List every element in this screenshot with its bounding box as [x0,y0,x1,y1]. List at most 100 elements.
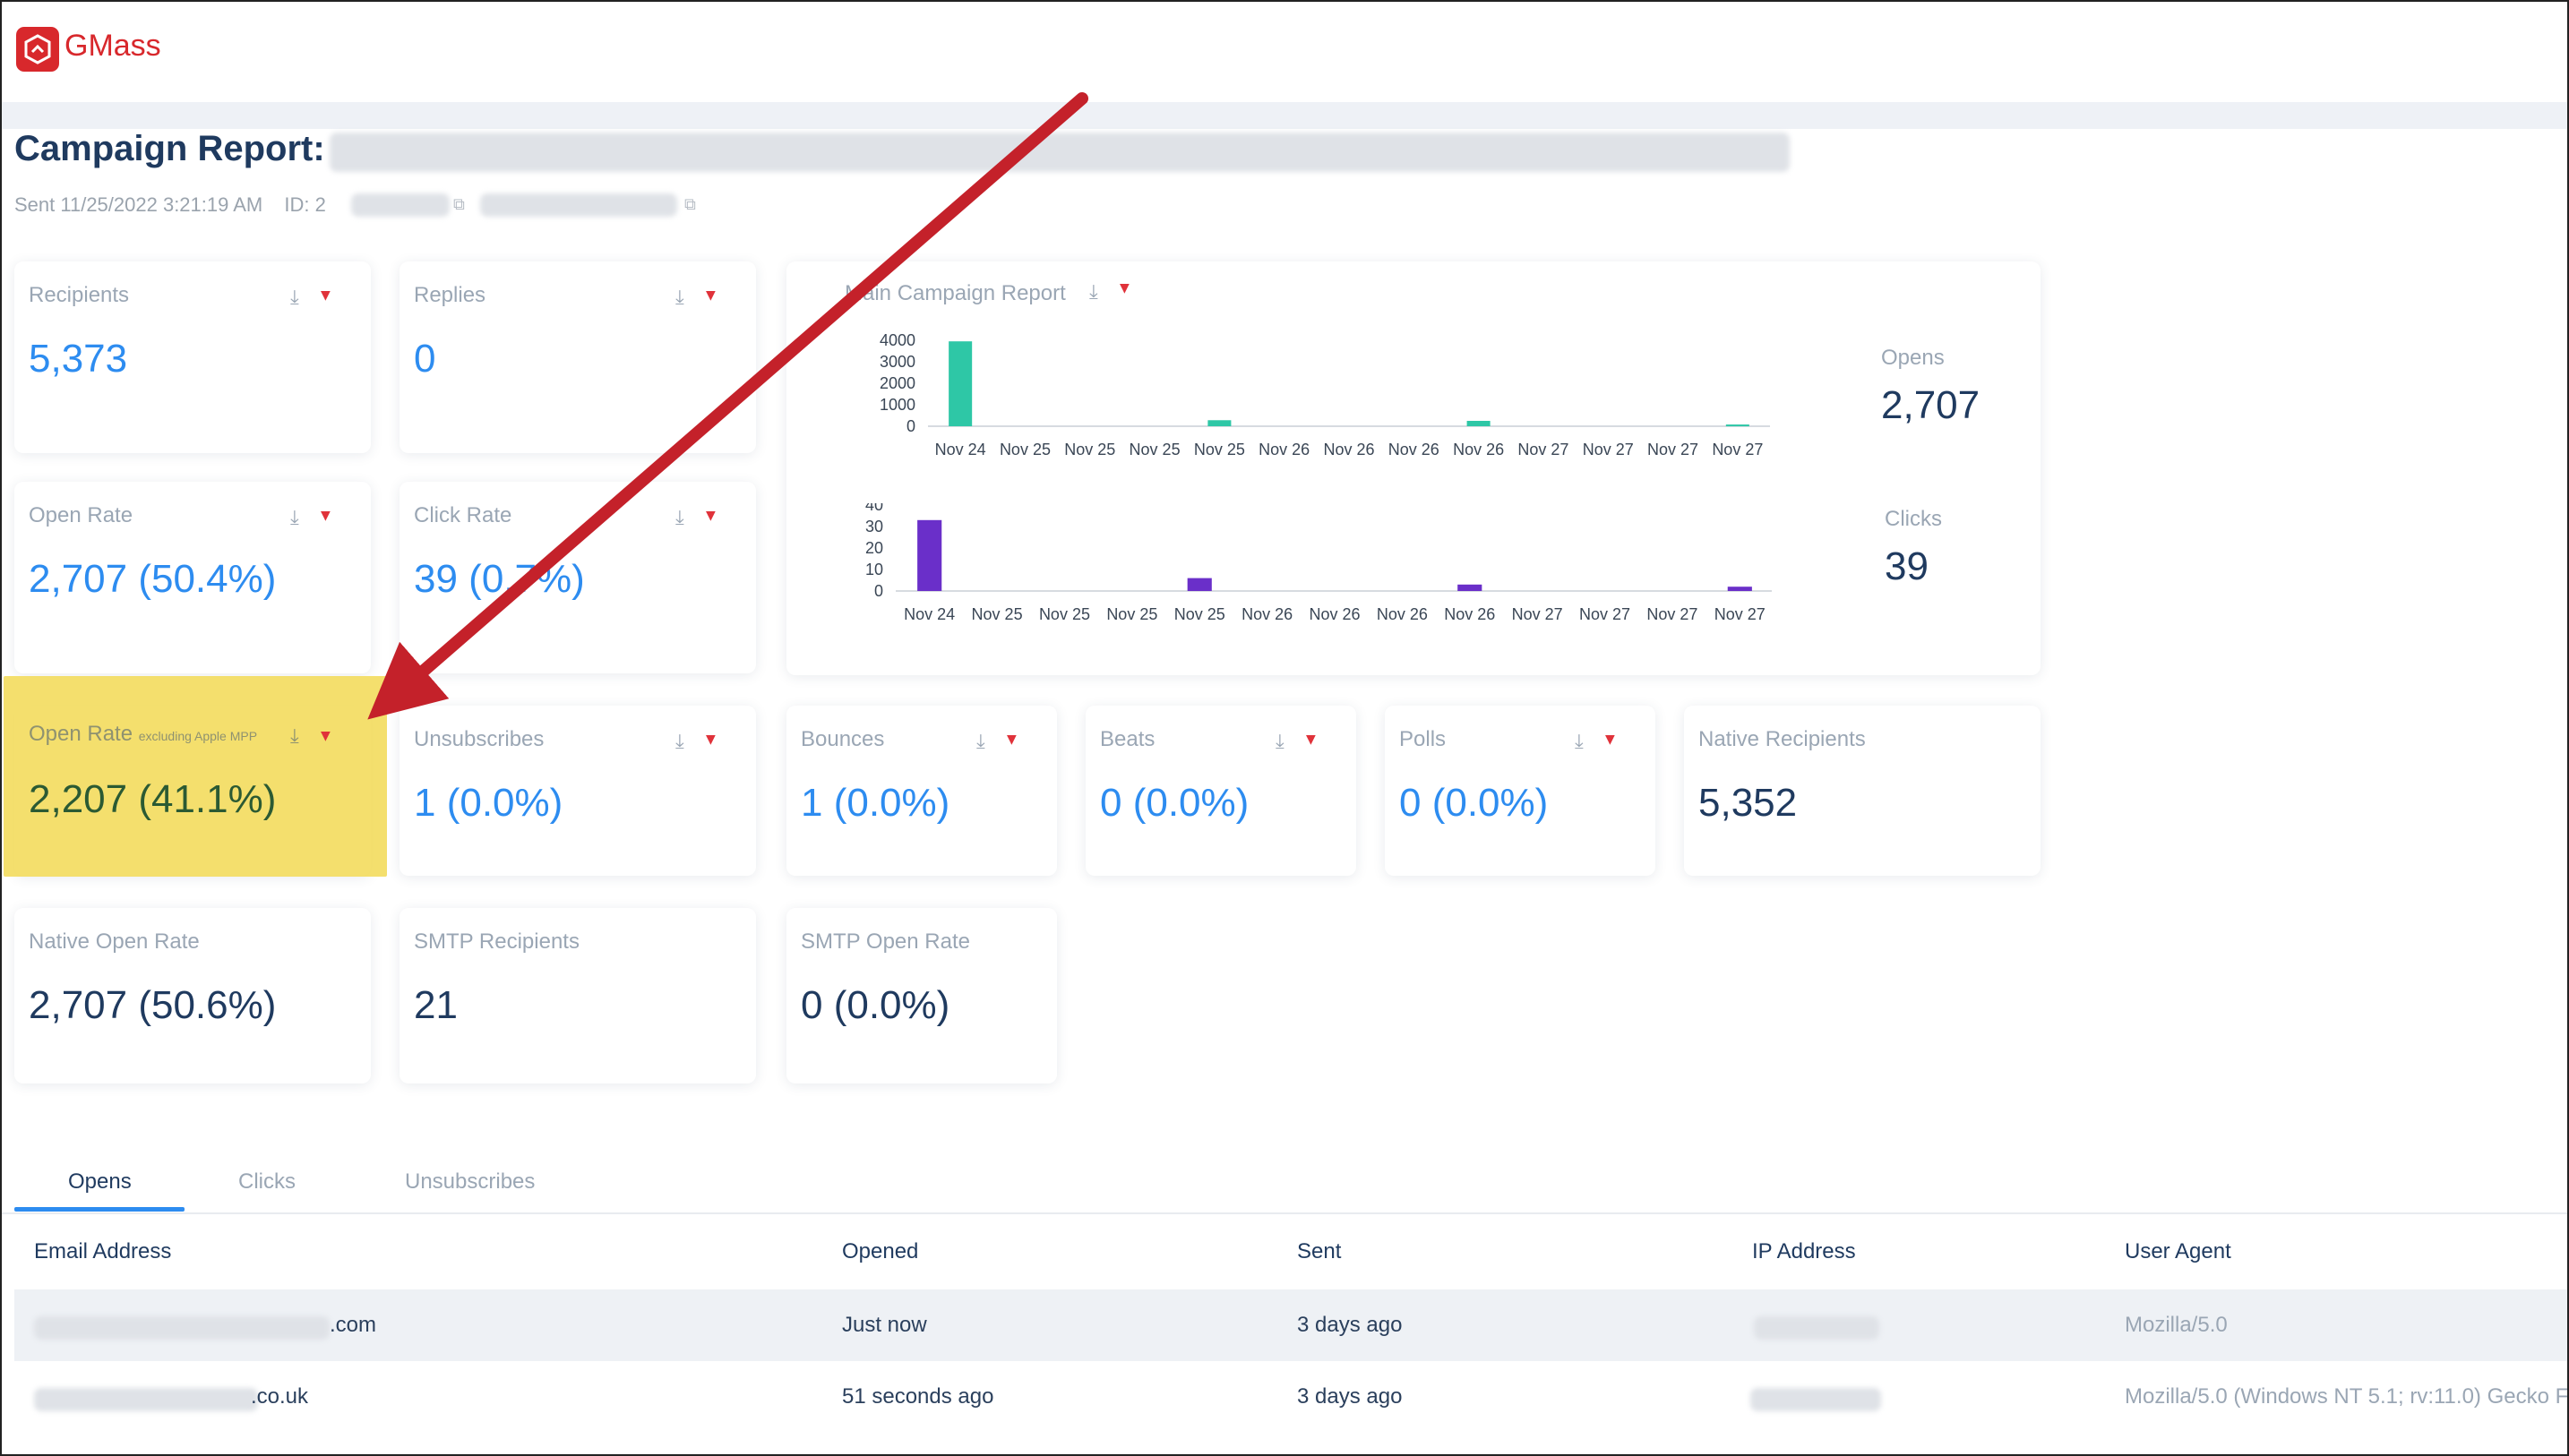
native-open-rate-card: Native Open Rate 2,707 (50.6%) [14,908,371,1083]
column-header-email[interactable]: Email Address [34,1239,172,1263]
card-label: Native Recipients [1698,727,1866,751]
caret-down-icon[interactable]: ▼ [321,729,331,743]
table-row[interactable]: .co.uk 51 seconds ago 3 days ago Mozilla… [14,1361,2567,1433]
x-tick-label: Nov 25 [1194,441,1245,458]
copy-icon[interactable]: ⧉ [453,195,465,214]
column-header-sent[interactable]: Sent [1297,1239,1342,1263]
bounces-card: Bounces ⤓ ▼ 1 (0.0%) [786,706,1057,876]
card-value: 0 [414,337,436,381]
table-row[interactable]: .com Just now 3 days ago Mozilla/5.0 [14,1289,2567,1361]
download-icon[interactable]: ⤓ [675,287,684,309]
card-value: 0 (0.0%) [1100,781,1250,825]
card-value: 21 [414,983,458,1027]
download-icon[interactable]: ⤓ [976,731,985,753]
download-icon[interactable]: ⤓ [1276,731,1284,753]
download-icon[interactable]: ⤓ [675,731,684,753]
card-value: 2,707 (50.4%) [29,557,277,601]
column-header-opened[interactable]: Opened [842,1239,919,1263]
caret-down-icon[interactable]: ▼ [706,509,716,523]
campaign-link-redacted [480,193,677,217]
opens-chart: 0 1000 2000 3000 4000 Nov 24 Nov 25 Nov 25 Nov 2… [880,333,1770,458]
polls-card: Polls ⤓ ▼ 0 (0.0%) [1385,706,1655,876]
x-tick-label: Nov 25 [1106,605,1157,623]
x-tick-label: Nov 25 [1064,441,1115,458]
y-tick-label: 0 [874,582,883,600]
caret-down-icon[interactable]: ▼ [1605,732,1615,747]
y-tick-label: 3000 [880,353,915,371]
header-divider [2,102,2567,129]
chart-bar[interactable] [917,519,942,591]
tab-clicks[interactable]: Clicks [238,1169,296,1194]
gmass-logo-icon[interactable] [16,27,59,72]
opened-cell: Just now [842,1313,927,1337]
download-icon[interactable]: ⤓ [1089,281,1098,304]
download-icon[interactable]: ⤓ [1575,731,1584,753]
caret-down-icon[interactable]: ▼ [1120,281,1130,295]
app-name[interactable]: GMass [64,29,161,63]
sent-timestamp: Sent 11/25/2022 3:21:19 AM ID: 2 [14,193,326,217]
download-icon[interactable]: ⤓ [290,287,299,309]
caret-down-icon[interactable]: ▼ [321,288,331,303]
column-header-user-agent[interactable]: User Agent [2125,1239,2231,1263]
x-tick-label: Nov 26 [1444,605,1495,623]
chart-bar[interactable] [1187,578,1212,591]
smtp-open-rate-card: SMTP Open Rate 0 (0.0%) [786,908,1057,1083]
page-title: Campaign Report: [14,129,325,168]
campaign-id-label: ID: 2 [284,193,326,216]
chart-bar[interactable] [1727,587,1752,591]
x-tick-label: Nov 27 [1583,441,1634,458]
email-redacted [34,1316,330,1340]
x-tick-label: Nov 27 [1517,441,1568,458]
unsubscribes-card: Unsubscribes ⤓ ▼ 1 (0.0%) [400,706,756,876]
tab-divider [2,1212,2567,1214]
x-tick-label: Nov 26 [1323,441,1374,458]
beats-card: Beats ⤓ ▼ 0 (0.0%) [1086,706,1356,876]
ip-redacted [1754,1316,1879,1340]
caret-down-icon[interactable]: ▼ [321,509,331,523]
chart-bar[interactable] [1457,584,1482,591]
card-sublabel: excluding Apple MPP [138,729,258,743]
y-tick-label: 0 [906,417,915,435]
user-agent-cell: Mozilla/5.0 [2125,1313,2228,1337]
opens-label: Opens [1881,346,1945,370]
download-icon[interactable]: ⤓ [675,507,684,529]
card-label: Polls [1399,727,1447,751]
x-tick-label: Nov 26 [1377,605,1428,623]
card-value: 0 (0.0%) [801,983,950,1027]
chart-bar[interactable] [1466,421,1491,426]
copy-icon[interactable]: ⧉ [684,195,696,214]
y-tick-label: 2000 [880,374,915,392]
caret-down-icon[interactable]: ▼ [706,288,716,303]
email-cell: .com [330,1313,377,1337]
column-header-ip[interactable]: IP Address [1752,1239,1856,1263]
card-value: 5,373 [29,337,128,381]
x-tick-label: Nov 24 [904,605,955,623]
x-tick-label: Nov 27 [1714,605,1766,623]
chart-bar[interactable] [1207,420,1232,426]
download-icon[interactable]: ⤓ [290,507,299,529]
email-redacted [34,1388,258,1411]
download-icon[interactable]: ⤓ [290,725,299,748]
tab-opens[interactable]: Opens [68,1169,132,1194]
y-tick-label: 30 [865,518,883,535]
card-label: Unsubscribes [414,727,545,751]
x-tick-label: Nov 26 [1242,605,1293,623]
caret-down-icon[interactable]: ▼ [706,732,716,747]
caret-down-icon[interactable]: ▼ [1306,732,1316,747]
campaign-name-redacted [330,133,1790,172]
card-label: Click Rate [414,503,512,527]
clicks-label: Clicks [1885,507,1942,531]
y-tick-label: 10 [865,561,883,578]
sent-cell: 3 days ago [1297,1384,1403,1409]
main-campaign-report-card: Main Campaign Report ⤓ ▼ 0 1000 2000 3000 40… [786,261,2041,675]
chart-bar[interactable] [949,341,973,426]
card-label: SMTP Recipients [414,929,580,954]
opens-value: 2,707 [1881,383,1980,427]
card-label: Recipients [29,283,130,307]
caret-down-icon[interactable]: ▼ [1007,732,1017,747]
tab-unsubscribes[interactable]: Unsubscribes [405,1169,536,1194]
chart-bar[interactable] [1725,424,1749,427]
x-tick-label: Nov 25 [972,605,1023,623]
